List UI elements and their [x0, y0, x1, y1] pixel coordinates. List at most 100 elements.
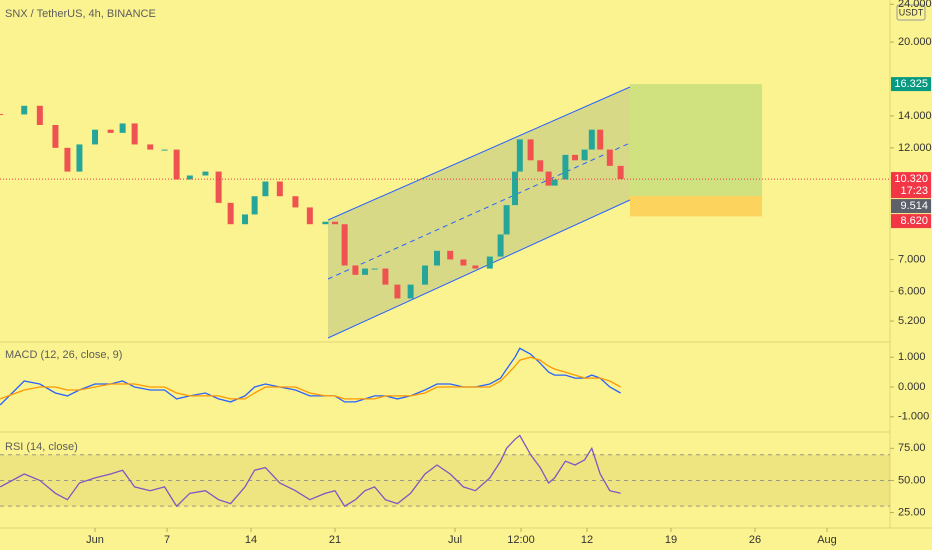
candle: [292, 196, 299, 208]
y-tick-label: 5.200: [898, 315, 926, 327]
candle: [147, 144, 154, 150]
currency[interactable]: USDT: [899, 7, 924, 17]
rsi-band: [0, 454, 890, 507]
y-tick-label: 25.00: [898, 506, 926, 518]
candle: [516, 139, 523, 172]
currency-box[interactable]: [896, 4, 926, 21]
indicator-line: [0, 434, 621, 508]
candle: [472, 265, 479, 269]
price-label-box: [891, 199, 931, 214]
x-tick-label: 19: [665, 534, 677, 546]
candle: [64, 147, 71, 172]
x-tick-label: 12: [581, 534, 593, 546]
candle: [242, 214, 249, 225]
price-label-box: [891, 214, 931, 229]
candle: [562, 154, 569, 180]
price-label: 16.325: [894, 78, 928, 90]
candle: [503, 205, 510, 235]
candle: [276, 181, 283, 197]
price-label: 9.514: [900, 200, 928, 212]
y-tick-label: 1.000: [898, 351, 926, 363]
y-tick-label: 20.000: [898, 36, 932, 48]
y-tick-label: 7.000: [898, 253, 926, 265]
candle: [434, 250, 441, 266]
y-tick-label: -1.000: [898, 411, 929, 423]
x-tick-label: Jun: [86, 534, 104, 546]
candle: [251, 196, 258, 215]
candle: [52, 124, 59, 148]
channel-fill: [328, 87, 630, 338]
target-zone: [630, 84, 762, 196]
plot-layer: [0, 84, 890, 508]
candle: [394, 284, 401, 299]
x-tick-label: 26: [749, 534, 761, 546]
candle: [202, 171, 209, 176]
chart-title: SNX / TetherUS, 4h, BINANCE: [5, 8, 156, 20]
y-tick-label: 6.000: [898, 285, 926, 297]
candle: [186, 175, 193, 180]
candle: [572, 154, 579, 161]
candle: [527, 139, 534, 161]
candle: [545, 171, 552, 186]
channel-upper: [327, 86, 631, 221]
candle: [597, 129, 604, 150]
y-tick-label: 50.00: [898, 474, 926, 486]
countdown: 17:23: [900, 185, 928, 197]
candle: [382, 268, 389, 285]
y-tick-label: 14.000: [898, 110, 932, 122]
price-label: 8.620: [900, 215, 928, 227]
candle: [322, 221, 329, 225]
y-tick-label: 24.000: [898, 0, 932, 10]
candle: [332, 221, 339, 225]
x-tick-label: 14: [245, 534, 257, 546]
candle: [371, 268, 378, 270]
candle: [352, 265, 359, 275]
x-tick-label: 7: [164, 534, 170, 546]
candle: [306, 207, 313, 225]
candle: [486, 256, 493, 269]
y-tick-label: 12.000: [898, 142, 932, 154]
x-tick-label: Aug: [817, 534, 837, 546]
indicator-line: [0, 347, 621, 406]
rsi-title: RSI (14, close): [5, 441, 78, 453]
candle: [362, 268, 369, 275]
candle: [215, 171, 222, 203]
x-tick-label: Jul: [448, 534, 462, 546]
stop-zone: [630, 195, 762, 217]
candle: [0, 113, 4, 115]
candle: [119, 123, 126, 133]
candle: [131, 123, 138, 145]
channel-lower: [327, 199, 631, 339]
y-tick-label: 0.000: [898, 381, 926, 393]
candle: [460, 259, 467, 266]
candle: [76, 144, 83, 172]
price-label-box: [891, 172, 931, 199]
candle: [422, 265, 429, 285]
price-label: 10.320: [894, 173, 928, 185]
candle: [21, 105, 28, 115]
indicator-line: [0, 356, 621, 400]
candle: [512, 171, 519, 206]
candle: [227, 202, 234, 225]
candle: [617, 165, 624, 180]
candle: [497, 234, 504, 257]
candle: [161, 149, 168, 151]
x-tick-label: 21: [329, 534, 341, 546]
candle: [36, 105, 43, 125]
price-label-box: [891, 77, 931, 92]
candle: [606, 149, 613, 166]
candle: [341, 224, 348, 266]
macd-title: MACD (12, 26, close, 9): [5, 349, 122, 361]
candle: [581, 149, 588, 161]
candle: [407, 284, 414, 299]
candle: [447, 250, 454, 260]
y-tick-label: 75.00: [898, 442, 926, 454]
candle: [92, 129, 99, 145]
candle: [551, 179, 558, 186]
channel-mid: [327, 142, 631, 280]
candle: [173, 149, 180, 180]
x-tick-label: 12:00: [507, 534, 535, 546]
candle: [537, 160, 544, 172]
candle: [107, 129, 114, 133]
